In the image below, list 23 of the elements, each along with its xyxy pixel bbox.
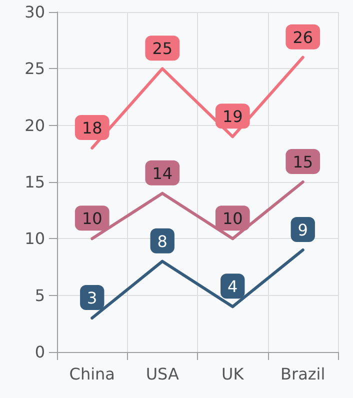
data-label: 14 — [152, 164, 173, 183]
data-label: 10 — [222, 209, 243, 228]
data-label: 25 — [152, 39, 173, 58]
y-tick-label: 30 — [24, 2, 45, 22]
data-label: 15 — [292, 152, 314, 172]
data-label: 26 — [292, 28, 314, 47]
data-label: 8 — [157, 232, 168, 251]
data-label: 19 — [222, 107, 243, 126]
data-label: 3 — [87, 288, 98, 308]
x-tick-label: Brazil — [280, 364, 326, 384]
data-label: 10 — [82, 209, 102, 228]
y-tick-label: 20 — [24, 116, 45, 135]
x-tick-label: China — [69, 364, 115, 384]
x-tick-label: USA — [146, 364, 179, 384]
y-tick-label: 0 — [34, 342, 45, 362]
data-label: 9 — [298, 220, 308, 240]
y-tick-label: 10 — [24, 229, 45, 248]
y-tick-label: 25 — [24, 59, 45, 78]
y-tick-label: 5 — [34, 286, 45, 305]
x-tick-label: UK — [222, 364, 244, 384]
data-label: 18 — [82, 118, 102, 138]
data-label: 4 — [228, 277, 238, 296]
y-tick-label: 15 — [24, 172, 45, 192]
